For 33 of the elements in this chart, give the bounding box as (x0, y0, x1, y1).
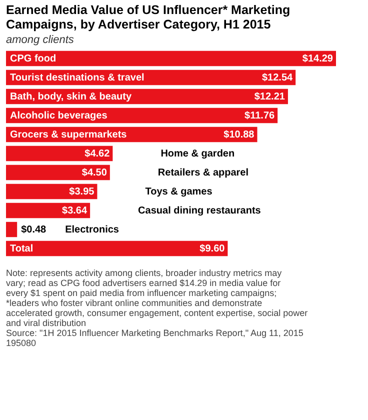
bar (6, 240, 228, 256)
y-tick-label: Electronics (65, 224, 120, 236)
data-label: $9.60 (200, 244, 226, 254)
y-tick-label: Toys & games (145, 186, 213, 198)
data-label: $11.76 (244, 110, 275, 122)
y-tick-label: Total (10, 244, 34, 254)
data-label: $4.50 (82, 168, 108, 178)
y-tick-label: Home & garden (160, 148, 235, 160)
y-tick-label: Retailers & apparel (158, 168, 249, 178)
data-label: $3.64 (62, 206, 88, 216)
data-label: $12.21 (254, 92, 286, 102)
y-tick-label: Grocers & supermarkets (10, 130, 128, 140)
bar (6, 164, 110, 180)
chart-subtitle: among clients (6, 34, 74, 46)
y-tick-label: Tourist destinations & travel (10, 72, 145, 84)
y-tick-label: Casual dining restaurants (138, 206, 262, 216)
data-label: $12.54 (262, 72, 294, 84)
data-label: $4.62 (84, 148, 110, 160)
y-tick-label: Bath, body, skin & beauty (10, 92, 132, 102)
bar (6, 50, 336, 66)
data-label: $0.48 (21, 224, 47, 236)
bar (6, 222, 18, 238)
y-tick-label: Alcoholic beverages (10, 110, 108, 122)
data-label: $10.88 (224, 130, 255, 140)
y-tick-label: CPG food (10, 54, 56, 64)
data-label: $3.95 (69, 186, 95, 198)
bar (6, 184, 98, 200)
source-note: Source: "1H 2015 Influencer Marketing Benchmarks Report," Aug 11, 2015 (6, 328, 304, 338)
bar (6, 146, 113, 162)
data-label: $14.29 (302, 54, 334, 64)
text: Note: represents activity among clients, broader industry metrics may vary; read as CPG food advertisers earned $14.29 in media value for every $1 spent on paid media from influencer marketing campaigns; *leaders who foster vibrant online communities and demonstrate accelerated growth, consumer engagement, content expertise, social power and viral distribution (6, 268, 308, 328)
chart-title: Earned Media Value of US Influencer* Marketing Campaigns, by Advertiser Category, H1 2015 (6, 3, 290, 32)
text: 195080 (6, 338, 36, 348)
